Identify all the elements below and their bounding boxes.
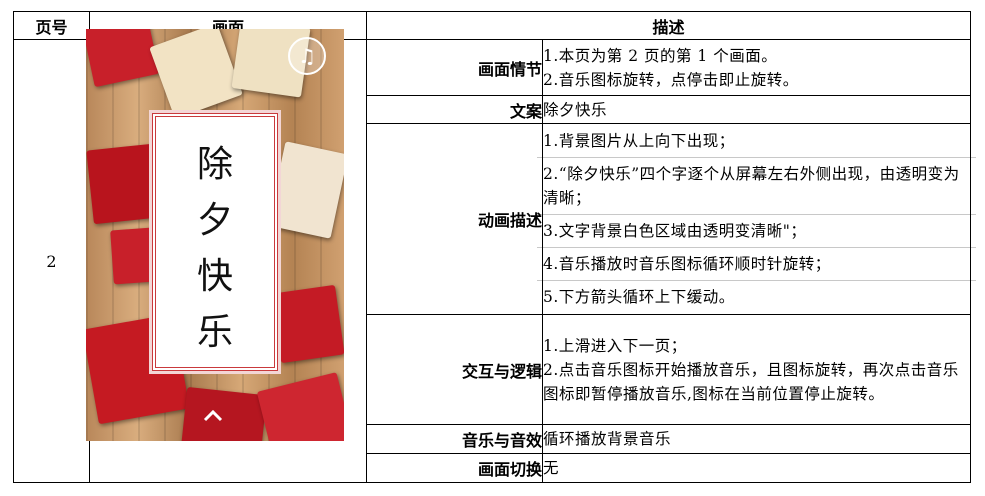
row-label-plot: 画面情节 [366, 39, 543, 96]
row-label-transition: 画面切换 [366, 453, 543, 483]
title-char: 夕 [196, 200, 233, 241]
decor-card [149, 29, 243, 120]
row-desc-animation: 1.背景图片从上向下出现； 2.“除夕快乐”四个字逐个从屏幕左右外侧出现，由透明… [537, 123, 977, 315]
header-page-no: 页号 [13, 11, 90, 40]
decor-card [86, 29, 160, 88]
row-label-interaction: 交互与逻辑 [366, 314, 543, 425]
plot-line: 2.音乐图标旋转，点停击即止旋转。 [543, 70, 799, 89]
decor-card [110, 227, 156, 285]
chevron-up-icon[interactable] [202, 405, 224, 427]
decor-card [267, 141, 344, 239]
interaction-line: 2.点击音乐图标开始播放音乐，且图标旋转，再次点击音乐图标即暂停播放音乐,图标在… [543, 360, 959, 403]
title-char: 乐 [196, 312, 233, 353]
title-char: 快 [196, 256, 233, 297]
row-label-sound: 音乐与音效 [366, 424, 543, 454]
decor-card [256, 372, 344, 441]
interaction-line: 1.上滑进入下一页； [543, 336, 687, 355]
page-number: 2 [13, 39, 90, 483]
title-char: 除 [196, 144, 233, 185]
row-label-copy: 文案 [366, 95, 543, 124]
header-row: 页号 画面 描述 [13, 11, 972, 40]
decor-card [181, 386, 267, 441]
animation-line: 4.音乐播放时音乐图标循环顺时针旋转； [543, 255, 831, 273]
row-desc-sound: 循环播放背景音乐 [541, 424, 972, 454]
plot-line: 1.本页为第 2 页的第 1 个画面。 [543, 46, 778, 65]
row-desc-transition: 无 [541, 453, 972, 483]
row-desc-interaction: 1.上滑进入下一页； 2.点击音乐图标开始播放音乐，且图标旋转，再次点击音乐图标… [541, 314, 972, 425]
decor-card [271, 284, 344, 364]
header-description: 描述 [365, 11, 972, 40]
music-note-icon[interactable]: ♫ [288, 37, 326, 75]
animation-line: 3.文字背景白色区域由透明变清晰"； [543, 222, 807, 240]
decor-card [86, 143, 160, 225]
animation-line: 5.下方箭头循环上下缓动。 [543, 288, 735, 306]
phone-screen-preview: 除 夕 快 乐 ♫ [86, 29, 344, 441]
title-box: 除 夕 快 乐 [152, 113, 278, 371]
row-desc-copy: 除夕快乐 [541, 95, 972, 124]
row-desc-plot: 1.本页为第 2 页的第 1 个画面。 2.音乐图标旋转，点停击即止旋转。 [541, 39, 972, 96]
animation-line: 1.背景图片从上向下出现； [543, 132, 735, 150]
row-label-animation: 动画描述 [366, 123, 543, 315]
animation-line: 2.“除夕快乐”四个字逐个从屏幕左右外侧出现，由透明变为清晰； [543, 165, 960, 207]
